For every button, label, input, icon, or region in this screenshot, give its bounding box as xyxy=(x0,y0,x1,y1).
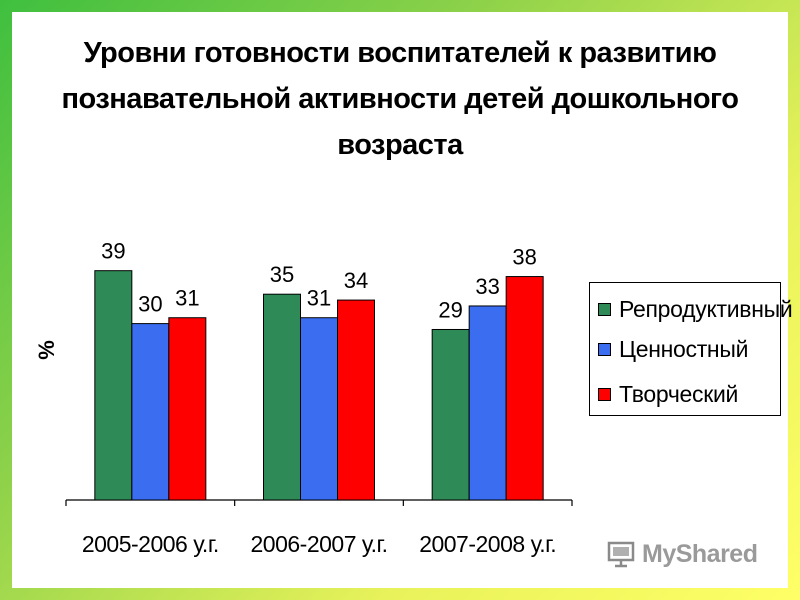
chart-title-line-1: Уровни готовности воспитателей к развити… xyxy=(83,37,717,69)
data-label: 33 xyxy=(475,274,499,299)
data-label: 30 xyxy=(138,292,162,317)
chart-legend: Репродуктивный Ценностный Творческий xyxy=(589,282,793,416)
legend-swatch-reproductive xyxy=(598,302,611,316)
bar xyxy=(263,293,301,501)
legend-item-reproductive: Репродуктивный xyxy=(598,294,793,324)
legend-swatch-value xyxy=(598,342,611,356)
data-label: 31 xyxy=(175,286,199,311)
x-tick-label: 2007-2008 у.г. xyxy=(419,531,556,557)
legend-item-creative: Творческий xyxy=(598,379,738,409)
bar xyxy=(131,323,170,501)
data-label: 31 xyxy=(307,286,331,311)
legend-swatch-creative xyxy=(598,387,611,401)
x-tick-label: 2006-2007 у.г. xyxy=(251,531,388,557)
legend-label-value: Ценностный xyxy=(619,335,749,362)
chart-axes xyxy=(65,499,573,506)
chart-bars xyxy=(94,270,544,501)
chart-title-line-2: познавательной активности детей дошкольн… xyxy=(61,83,739,115)
x-tick-label: 2005-2006 у.г. xyxy=(82,531,219,557)
data-label: 29 xyxy=(438,297,462,322)
bar xyxy=(468,305,507,501)
bar xyxy=(168,317,207,501)
chart-title: Уровни готовности воспитателей к развити… xyxy=(0,30,800,168)
watermark-text: MyShared xyxy=(642,539,758,568)
bar xyxy=(505,276,544,501)
y-axis-label: % xyxy=(34,340,59,360)
legend-label-creative: Творческий xyxy=(619,380,739,407)
data-label: 34 xyxy=(344,268,368,293)
data-label: 35 xyxy=(270,262,294,287)
bar xyxy=(94,270,133,501)
presentation-icon xyxy=(607,541,635,568)
bar xyxy=(431,328,470,501)
data-label: 39 xyxy=(101,239,125,264)
data-label: 38 xyxy=(512,245,536,270)
chart-title-line-3: возраста xyxy=(337,129,463,161)
watermark: MyShared xyxy=(606,536,758,572)
legend-label-reproductive: Репродуктивный xyxy=(619,295,793,322)
chart-labels: % 39 30 31 2005-2006 у.г. 35 31 34 2006-2007 у.г… xyxy=(34,239,557,557)
legend-item-value: Ценностный xyxy=(598,334,748,364)
bar xyxy=(300,317,338,501)
bar xyxy=(337,299,375,501)
